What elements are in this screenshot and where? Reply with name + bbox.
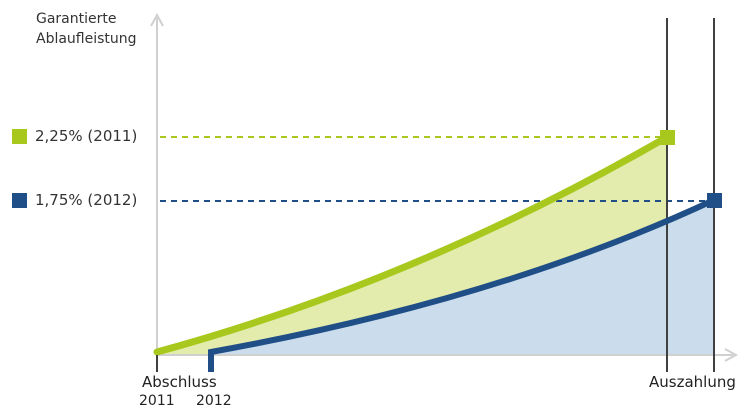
legend-label-2012: 1,75% (2012) bbox=[35, 191, 138, 209]
legend-item-2012: 1,75% (2012) bbox=[12, 191, 137, 210]
y-axis-title-line2: Ablaufleistung bbox=[36, 31, 137, 47]
y-axis-title-line1: Garantierte bbox=[36, 11, 117, 27]
curve-2011 bbox=[153, 133, 671, 356]
x-label-start: Abschluss bbox=[142, 373, 217, 391]
legend-swatch-2011 bbox=[12, 129, 27, 144]
endpoint-marker-2011 bbox=[660, 130, 675, 145]
y-axis-title: Garantierte Ablaufleistung bbox=[36, 9, 137, 49]
x-axis-arrow bbox=[724, 348, 739, 362]
y-axis-arrow bbox=[150, 12, 164, 27]
legend-label-2011: 2,25% (2011) bbox=[35, 127, 138, 145]
legend-swatch-2012 bbox=[12, 193, 27, 208]
curve-2012 bbox=[208, 197, 716, 372]
x-label-year-2012: 2012 bbox=[196, 393, 232, 409]
x-label-end: Auszahlung bbox=[649, 373, 736, 391]
legend-item-2011: 2,25% (2011) bbox=[12, 127, 137, 146]
x-label-year-2011: 2011 bbox=[139, 393, 175, 409]
endpoint-marker-2012 bbox=[707, 193, 722, 208]
area-2012 bbox=[211, 200, 714, 355]
